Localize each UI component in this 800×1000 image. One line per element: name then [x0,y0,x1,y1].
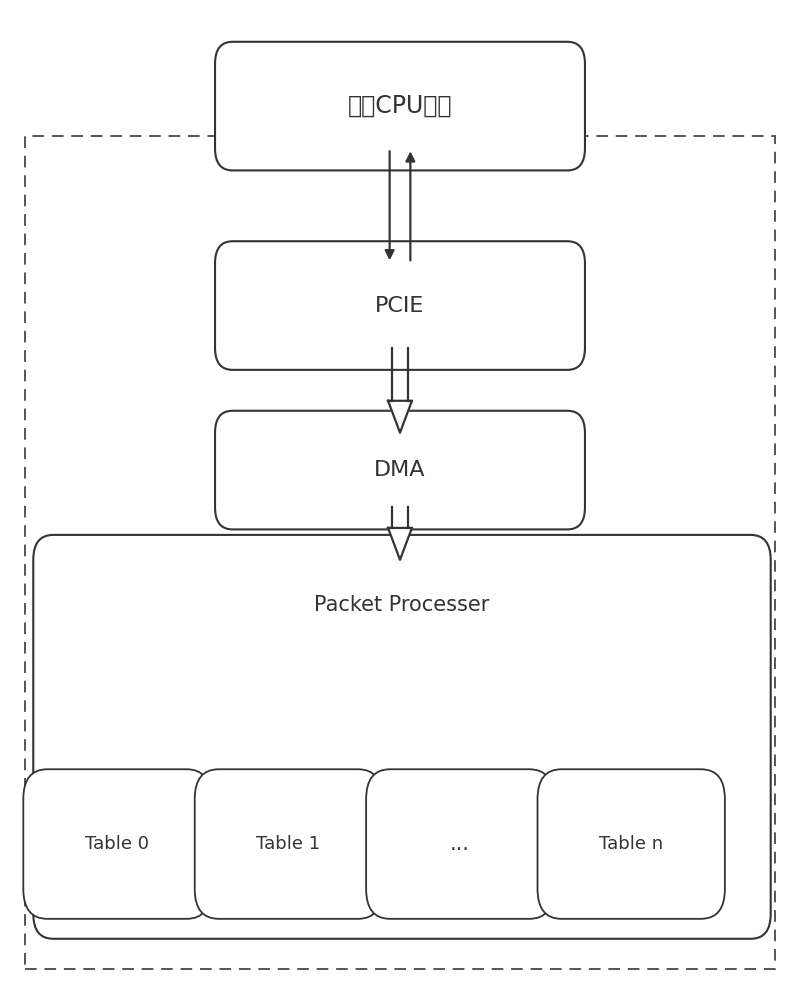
Text: DMA: DMA [374,460,426,480]
FancyBboxPatch shape [194,769,382,919]
Bar [26,136,774,969]
Text: ...: ... [450,834,470,854]
FancyBboxPatch shape [366,769,554,919]
FancyBboxPatch shape [23,769,210,919]
Polygon shape [388,528,412,560]
Text: Packet Processer: Packet Processer [314,595,490,615]
Text: Table n: Table n [599,835,663,853]
FancyBboxPatch shape [215,42,585,170]
Text: 外置CPU子卡: 外置CPU子卡 [348,94,452,118]
FancyBboxPatch shape [34,535,770,939]
Text: PCIE: PCIE [375,296,425,316]
Polygon shape [388,401,412,433]
Text: Table 0: Table 0 [85,835,149,853]
Text: Table 1: Table 1 [256,835,321,853]
FancyBboxPatch shape [538,769,725,919]
FancyBboxPatch shape [215,241,585,370]
FancyBboxPatch shape [215,411,585,529]
